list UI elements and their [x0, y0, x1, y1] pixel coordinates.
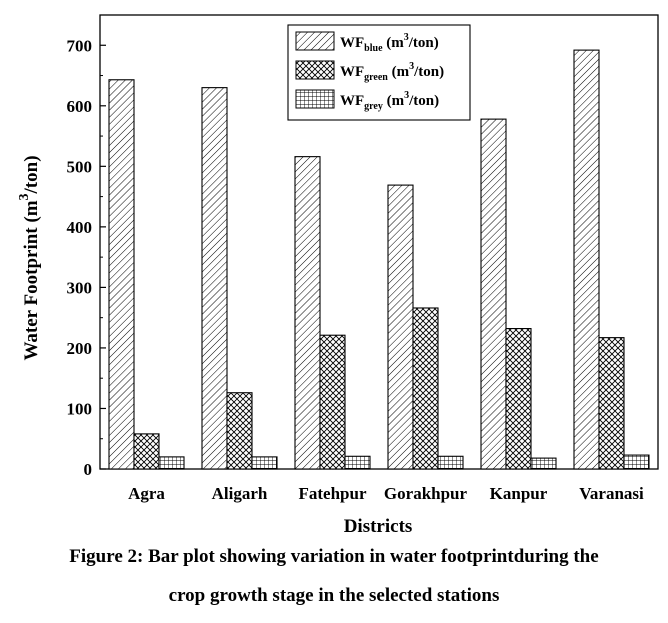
bar-diag: [201, 87, 228, 470]
y-tick-label: 700: [67, 36, 93, 55]
y-tick-label: 400: [67, 218, 93, 237]
figure-caption-line-1: Figure 2: Bar plot showing variation in …: [69, 546, 599, 567]
legend-swatch-cross: [295, 60, 335, 80]
x-axis-label: Districts: [344, 516, 413, 537]
bar-cross: [319, 334, 346, 470]
figure-caption-line-2: crop growth stage in the selected statio…: [168, 585, 500, 606]
bar-grid: [158, 456, 185, 470]
legend-label-diag: WFblue (m3/ton): [340, 32, 439, 54]
x-tick-label: Varanasi: [579, 484, 644, 503]
bar-grid: [251, 456, 278, 470]
y-tick-label: 500: [67, 157, 93, 176]
bar-grid: [344, 455, 371, 470]
plot-area: [99, 14, 659, 470]
y-tick-label: 600: [67, 97, 93, 116]
bar-diag: [573, 49, 600, 470]
x-tick-label: Aligarh: [212, 484, 268, 503]
bar-diag: [387, 184, 414, 470]
bar-grid: [623, 454, 650, 470]
x-tick-label: Gorakhpur: [384, 484, 468, 503]
bar-grid: [530, 457, 557, 470]
x-tick-label: Fatehpur: [299, 484, 367, 503]
bar-chart: 0 100 200 300 400 500 600 700 Agra Aligarh Fatehp…: [17, 14, 659, 537]
bar-cross: [412, 307, 439, 470]
legend-label-grid: WFgrey (m3/ton): [340, 90, 439, 112]
plot-frame: [99, 14, 659, 470]
bar-diag: [480, 118, 507, 470]
legend-swatch-diag: [295, 31, 335, 51]
x-axis: Agra Aligarh Fatehpur Gorakhpur Kanpur Varana…: [128, 463, 644, 503]
x-tick-label: Kanpur: [490, 484, 548, 503]
legend-label-cross: WFgreen (m3/ton): [340, 61, 444, 83]
bar-diag: [294, 156, 321, 470]
bar-cross: [226, 392, 253, 470]
legend-swatch-grid: [295, 89, 335, 109]
bar-diag: [108, 79, 135, 470]
x-tick-label: Agra: [128, 484, 165, 503]
y-tick-label: 0: [84, 460, 93, 479]
y-axis: 0 100 200 300 400 500 600 700: [67, 36, 106, 479]
bar-cross: [598, 337, 625, 470]
bar-grid: [437, 455, 464, 470]
bar-cross: [505, 328, 532, 470]
y-tick-label: 200: [67, 339, 93, 358]
y-tick-label: 300: [67, 278, 93, 297]
bars: [108, 49, 650, 470]
y-axis-label: Water Footprint (m3/ton): [17, 155, 42, 360]
legend: WFblue (m3/ton) WFgreen (m3/ton) WFgrey (m…: [287, 24, 471, 121]
y-tick-label: 100: [67, 399, 93, 418]
bar-cross: [133, 433, 160, 470]
